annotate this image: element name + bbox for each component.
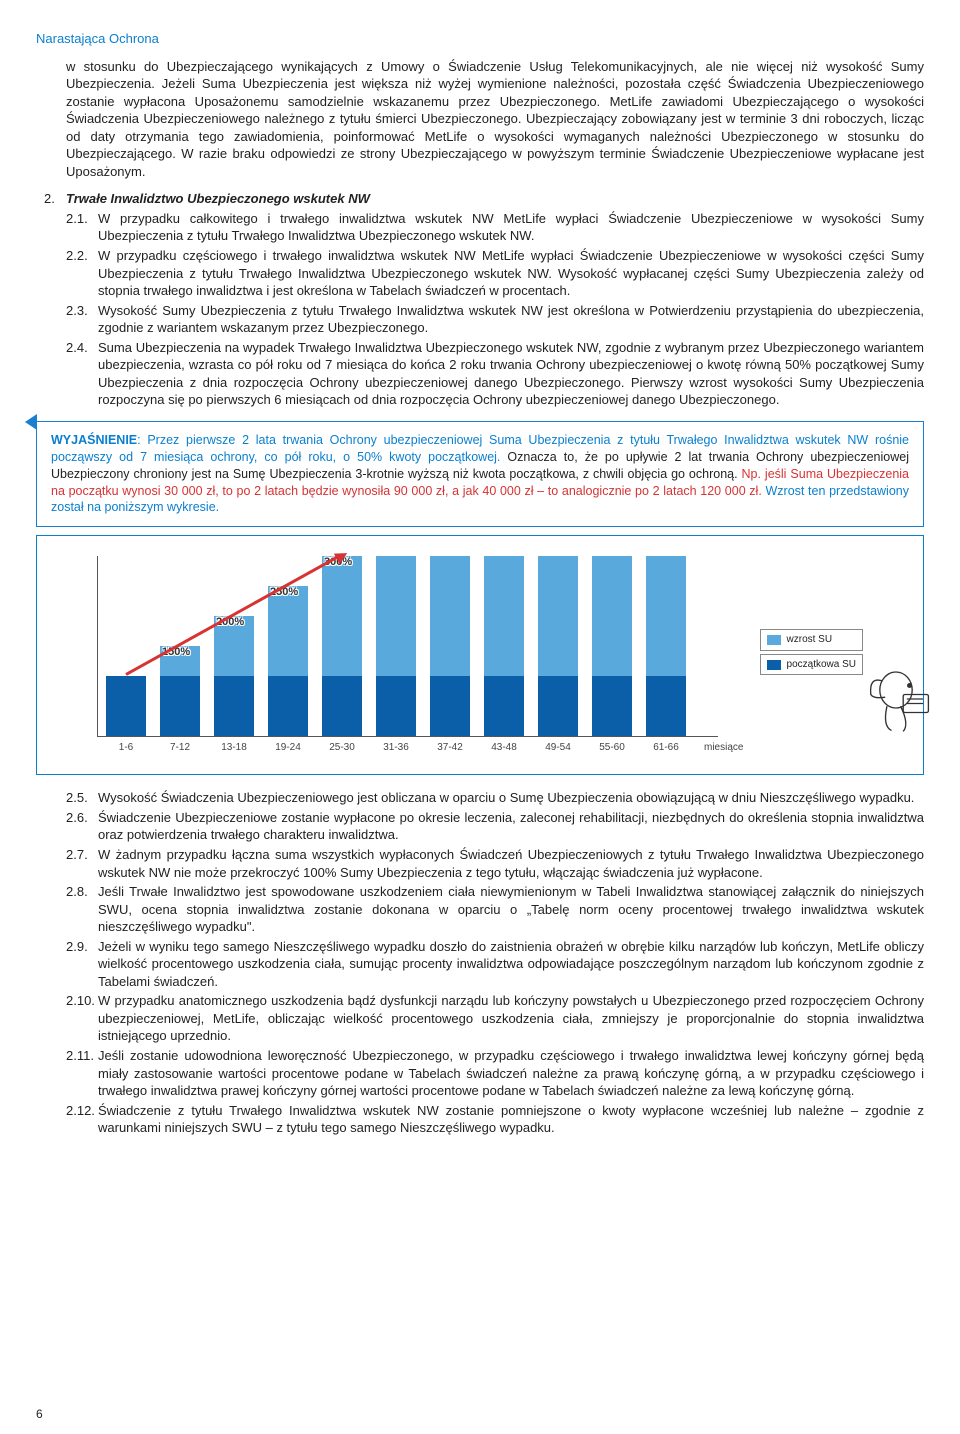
growth-chart: 1-67-1213-1819-2425-3031-3637-4243-4849-…	[36, 535, 924, 775]
numbered-list-b: 2.5.Wysokość Świadczenia Ubezpieczeniowe…	[36, 789, 924, 1136]
list-item: 2.10.W przypadku anatomicznego uszkodzen…	[66, 992, 924, 1045]
section-number: 2.	[44, 190, 66, 208]
list-item: 2.11.Jeśli zostanie udowodniona leworęcz…	[66, 1047, 924, 1100]
page-header: Narastająca Ochrona	[36, 30, 924, 48]
list-item: 2.4.Suma Ubezpieczenia na wypadek Trwałe…	[66, 339, 924, 409]
explanation-label: WYJAŚNIENIE	[51, 433, 137, 447]
list-item: 2.2.W przypadku częściowego i trwałego i…	[66, 247, 924, 300]
list-item: 2.12.Świadczenie z tytułu Trwałego Inwal…	[66, 1102, 924, 1137]
legend-growth: wzrost SU	[760, 629, 863, 651]
list-item: 2.3.Wysokość Sumy Ubezpieczenia z tytułu…	[66, 302, 924, 337]
legend-initial: początkowa SU	[760, 654, 863, 676]
list-item: 2.1.W przypadku całkowitego i trwałego i…	[66, 210, 924, 245]
section-heading: Trwałe Inwalidztwo Ubezpieczonego wskute…	[66, 190, 370, 208]
list-item: 2.6.Świadczenie Ubezpieczeniowe zostanie…	[66, 809, 924, 844]
list-item: 2.8.Jeśli Trwałe Inwalidztwo jest spowod…	[66, 883, 924, 936]
explanation-box: WYJAŚNIENIE: Przez pierwsze 2 lata trwan…	[36, 421, 924, 527]
chart-legend: wzrost SU początkowa SU	[760, 626, 863, 678]
list-item: 2.9.Jeżeli w wyniku tego samego Nieszczę…	[66, 938, 924, 991]
intro-paragraph: w stosunku do Ubezpieczającego wynikając…	[66, 58, 924, 181]
list-item: 2.7.W żadnym przypadku łączna suma wszys…	[66, 846, 924, 881]
page-number: 6	[36, 1406, 43, 1422]
numbered-list-a: 2.1.W przypadku całkowitego i trwałego i…	[36, 210, 924, 409]
snoopy-illustration	[851, 654, 941, 744]
list-item: 2.5.Wysokość Świadczenia Ubezpieczeniowe…	[66, 789, 924, 807]
